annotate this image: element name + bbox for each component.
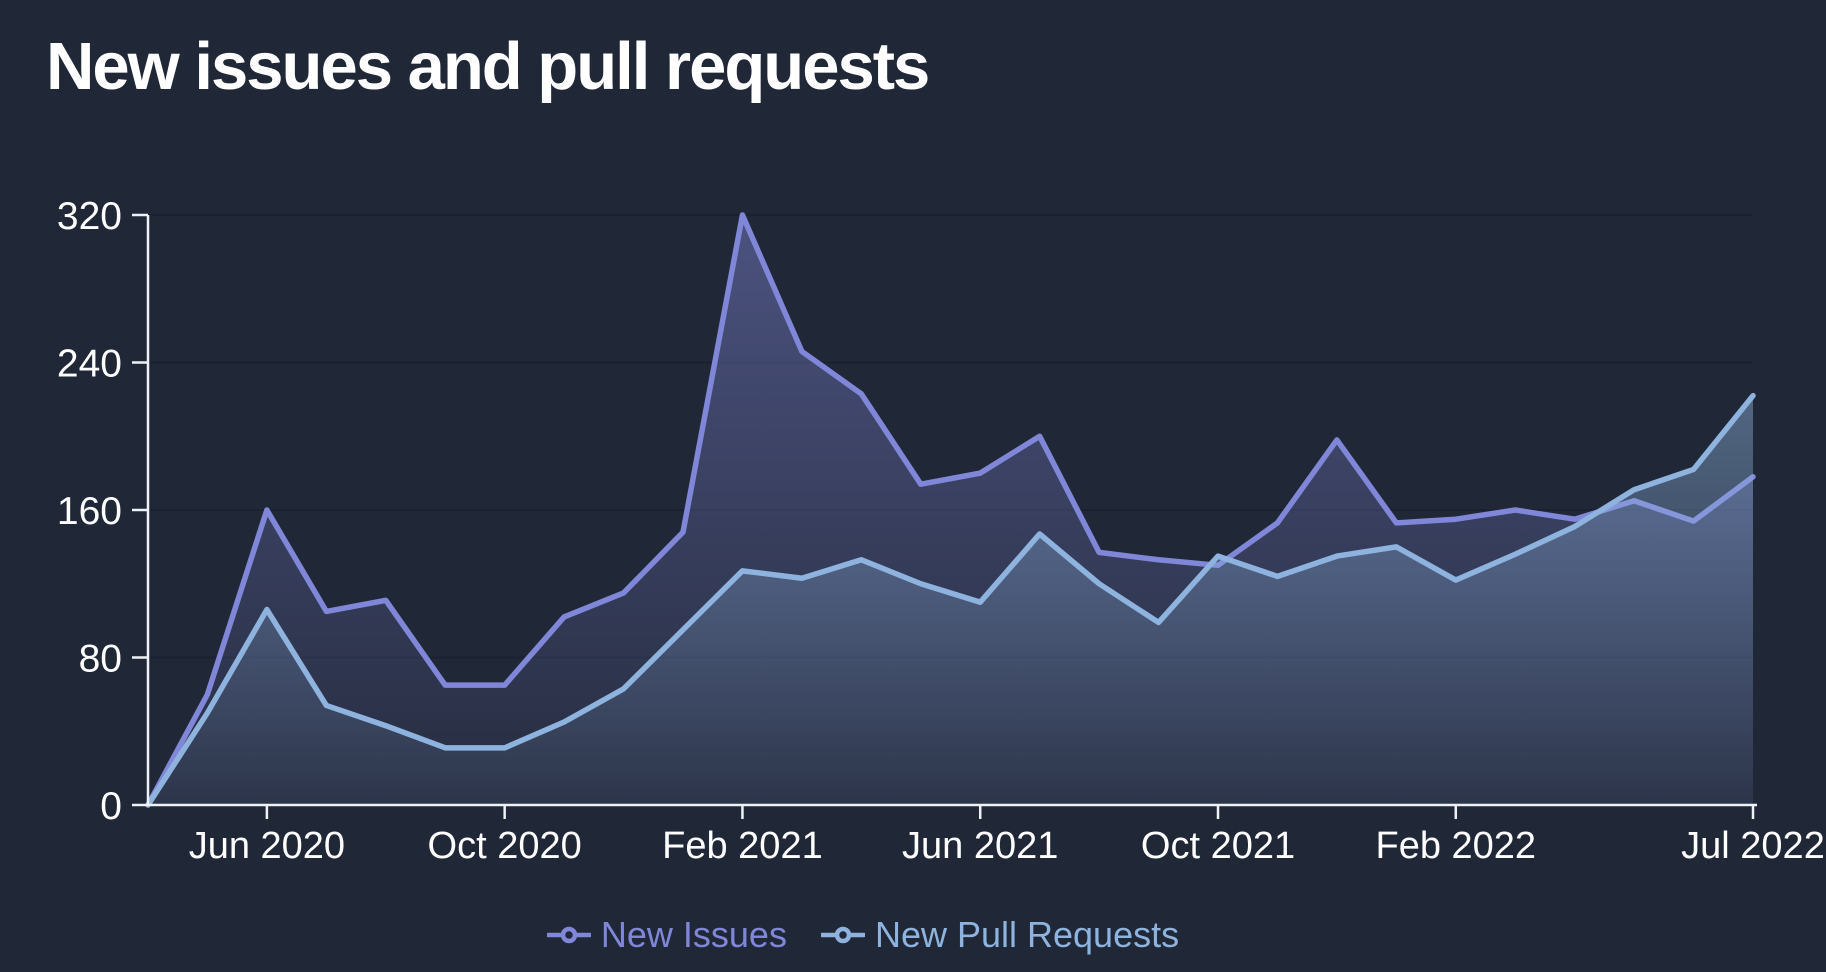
svg-text:320: 320 [57,195,122,238]
legend: New Issues New Pull Requests [0,914,1726,956]
svg-text:Jun 2021: Jun 2021 [902,825,1058,867]
axes [132,213,1757,819]
x-axis-labels: Jun 2020 Oct 2020 Feb 2021 Jun 2021 Oct 2021… [189,825,1825,867]
svg-text:0: 0 [100,785,122,828]
svg-text:Feb 2021: Feb 2021 [662,825,823,867]
chart-title: New issues and pull requests [46,29,930,104]
svg-text:160: 160 [57,490,122,533]
svg-text:Jun 2020: Jun 2020 [189,825,345,867]
svg-text:80: 80 [79,638,122,681]
series-line-new-issues [145,212,1756,808]
legend-item-new-pull-requests[interactable]: New Pull Requests [820,914,1180,956]
y-axis-labels: 0 80 160 240 320 [57,195,122,828]
legend-item-new-issues[interactable]: New Issues [546,914,787,956]
new-issues-series-marker-icon [546,926,591,944]
svg-text:240: 240 [57,343,122,386]
svg-text:Jul 2022: Jul 2022 [1681,825,1825,867]
series-area-new-pull-requests [148,395,1753,805]
svg-text:Feb 2022: Feb 2022 [1375,825,1536,867]
new-pull-requests-series-marker-icon [820,926,865,944]
svg-text:Oct 2021: Oct 2021 [1141,825,1295,867]
svg-text:Oct 2020: Oct 2020 [428,825,582,867]
legend-label-new-pull-requests: New Pull Requests [874,914,1180,955]
legend-label-new-issues: New Issues [600,914,787,955]
series-line-new-pull-requests [145,392,1756,808]
